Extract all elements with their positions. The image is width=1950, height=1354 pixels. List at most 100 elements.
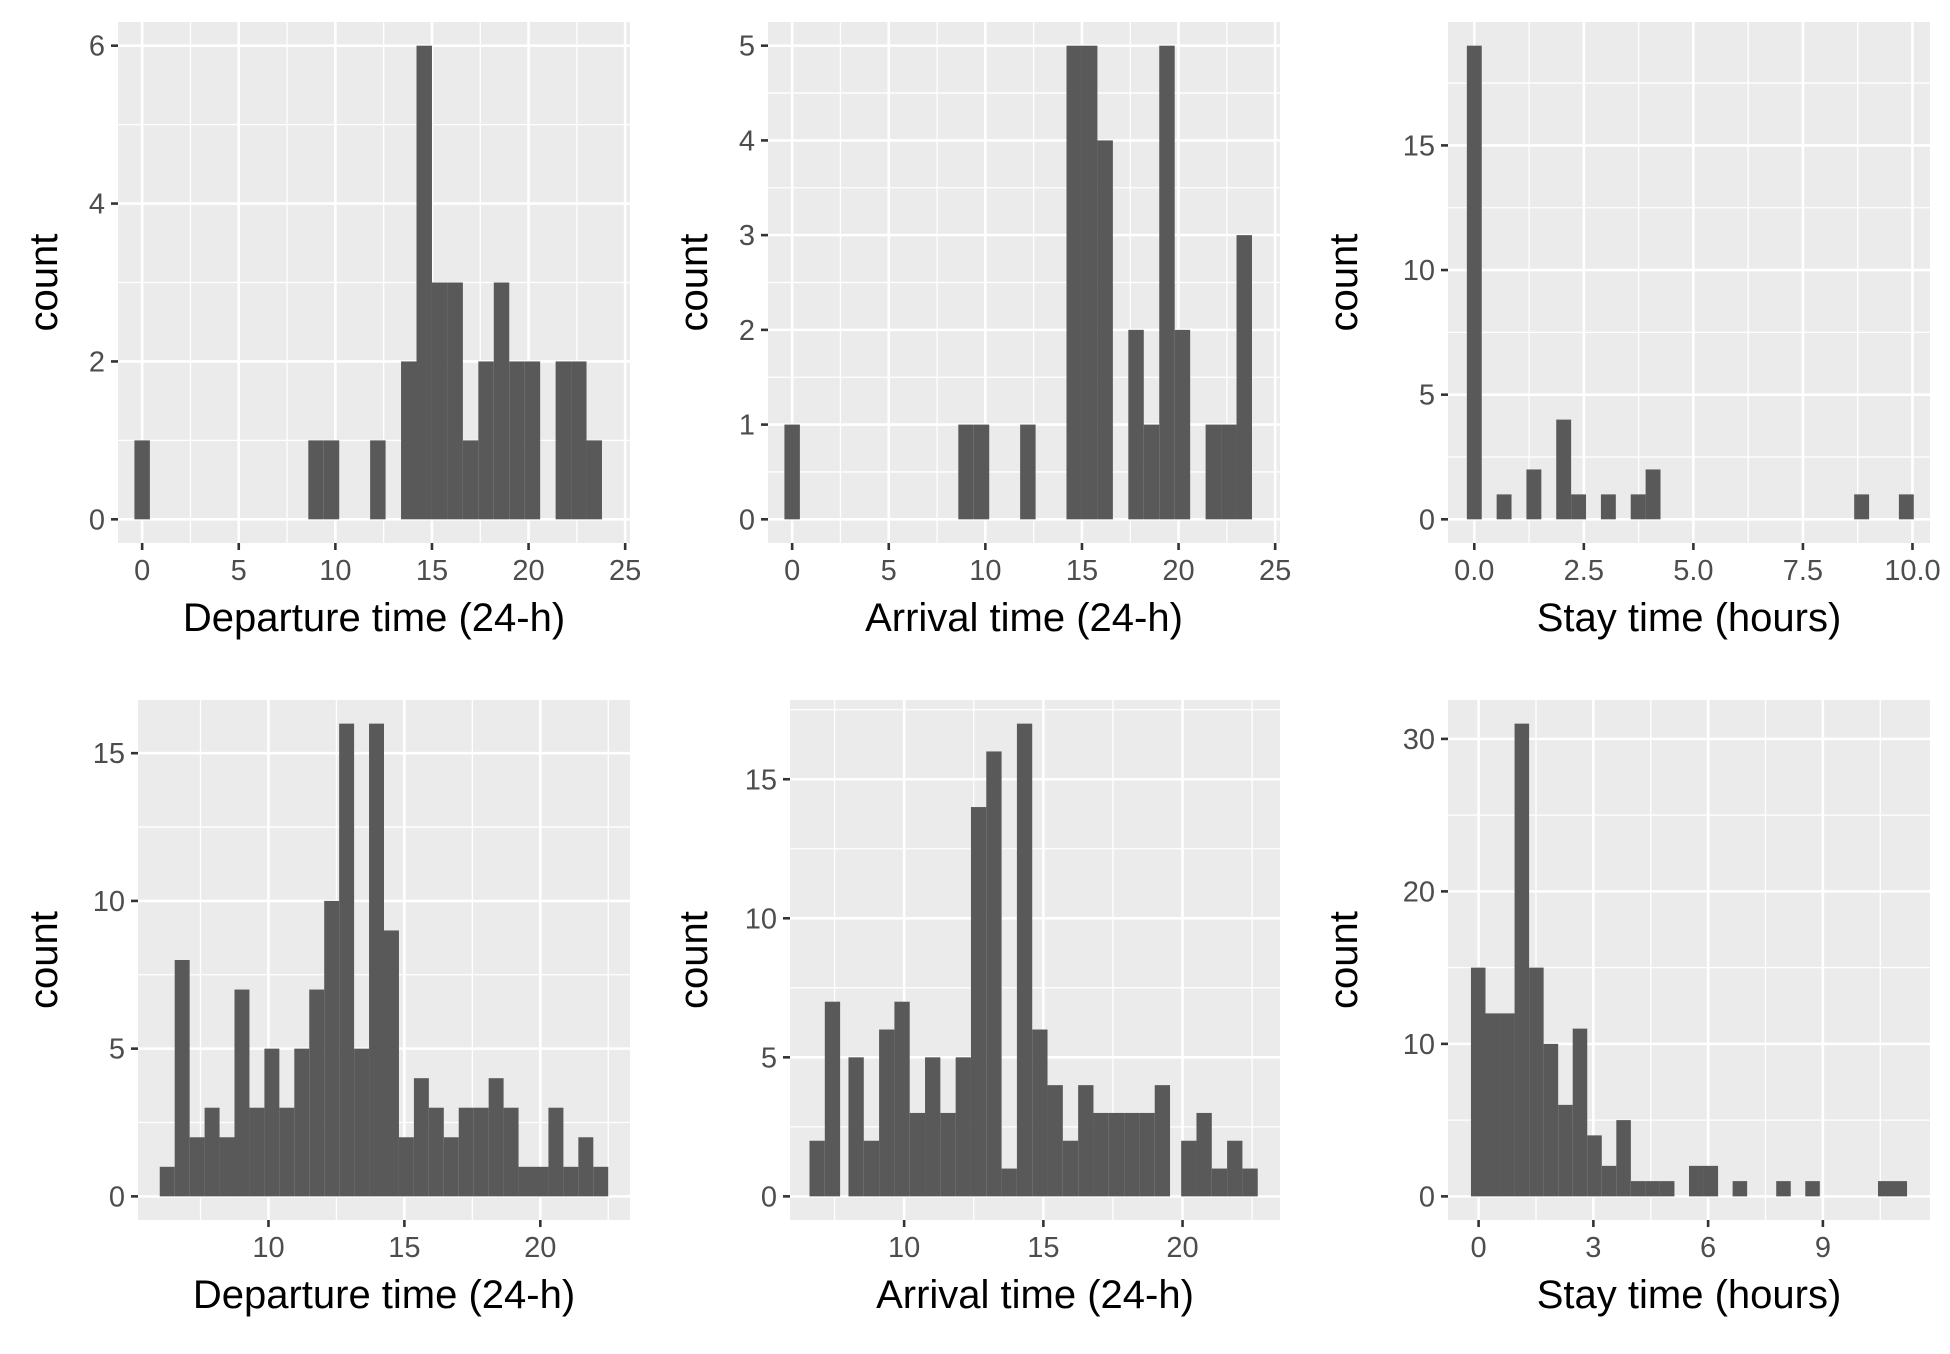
histogram-bar xyxy=(1081,45,1098,520)
histogram-bar xyxy=(1514,723,1530,1197)
histogram-bar xyxy=(894,1001,910,1197)
histogram-bar xyxy=(1630,494,1646,520)
histogram-bar xyxy=(1143,424,1160,520)
histogram-bar xyxy=(1124,1112,1140,1197)
panel-stay-time-2: 0 3 6 9 0 10 20 30 Stay time (hours) count xyxy=(1300,674,1950,1349)
x-tick-label: 10.0 xyxy=(1884,555,1940,587)
histogram-bar xyxy=(354,1048,370,1197)
histogram-bar xyxy=(1556,419,1572,520)
histogram-bar xyxy=(1016,723,1033,1197)
histogram-bar xyxy=(1600,494,1616,520)
x-tick-label: 25 xyxy=(1259,555,1291,587)
arrival-histogram-chart: 0 5 10 15 20 25 0 1 2 3 4 5 Arrival time (24-h) count xyxy=(672,22,1291,640)
y-axis-title: count xyxy=(672,234,716,332)
histogram-bar xyxy=(234,989,250,1197)
histogram-bar xyxy=(279,1107,295,1197)
histogram-bar xyxy=(1236,235,1252,520)
y-tick-label: 30 xyxy=(1403,724,1435,756)
histogram-bar xyxy=(1898,494,1914,520)
histogram-bar xyxy=(1211,1168,1228,1197)
x-axis-title: Departure time (24-h) xyxy=(193,1273,575,1317)
histogram-bar xyxy=(986,751,1002,1197)
y-tick-label: 10 xyxy=(1403,255,1435,287)
histogram-bar xyxy=(428,1107,444,1197)
y-tick-label: 20 xyxy=(1403,876,1435,908)
histogram-bar xyxy=(478,361,494,520)
y-tick-label: 4 xyxy=(739,125,755,157)
histogram-bar xyxy=(339,723,355,1197)
histogram-bar xyxy=(973,424,990,520)
y-tick-label: 2 xyxy=(89,346,105,378)
histogram-bar xyxy=(1221,424,1237,520)
histogram-bar xyxy=(593,1166,609,1197)
histogram-bar xyxy=(1078,1085,1094,1197)
histogram-bar xyxy=(1093,1112,1109,1197)
histogram-bar xyxy=(443,1137,459,1197)
histogram-bar xyxy=(1543,1043,1559,1197)
histogram-bar xyxy=(1128,329,1144,520)
stay-histogram-chart: 0.0 2.5 5.0 7.5 10.0 0 5 10 15 Stay time (hours) c… xyxy=(1322,22,1941,640)
histogram-bar xyxy=(503,1107,519,1197)
histogram-bar xyxy=(1181,1140,1197,1197)
histogram-bar xyxy=(784,424,800,520)
histogram-bar xyxy=(1601,1165,1617,1197)
y-tick-label: 0 xyxy=(1419,1181,1435,1213)
histogram-bar xyxy=(447,282,463,520)
y-axis-title: count xyxy=(22,911,66,1009)
histogram-bar xyxy=(1062,1140,1079,1197)
histogram-bar xyxy=(555,361,572,520)
x-tick-label: 5 xyxy=(881,555,897,587)
histogram-bar xyxy=(1020,424,1036,520)
histogram-bar xyxy=(369,723,384,1197)
histogram-bar xyxy=(1001,1168,1017,1197)
x-axis-title: Arrival time (24-h) xyxy=(876,1273,1194,1317)
y-tick-label: 5 xyxy=(739,31,755,63)
histogram-bar xyxy=(571,361,587,520)
y-axis-title: count xyxy=(22,234,66,332)
x-tick-label: 15 xyxy=(388,1232,420,1264)
histogram-bar xyxy=(548,1107,564,1197)
histogram-bar xyxy=(1892,1181,1908,1197)
y-tick-label: 5 xyxy=(1419,380,1435,412)
histogram-bar xyxy=(848,1057,864,1197)
y-tick-label: 15 xyxy=(93,738,125,770)
x-tick-label: 3 xyxy=(1585,1232,1601,1264)
histogram-bar xyxy=(824,1001,841,1197)
histogram-bar xyxy=(879,1029,895,1197)
histogram-bar xyxy=(863,1140,880,1197)
x-tick-label: 9 xyxy=(1815,1232,1831,1264)
histogram-bar xyxy=(1466,45,1482,520)
x-tick-label: 15 xyxy=(1027,1232,1059,1264)
x-tick-label: 5 xyxy=(231,555,247,587)
departure-histogram-chart: 10 15 20 0 5 10 15 Departure time (24-h) count xyxy=(22,700,630,1317)
histogram-bar xyxy=(1154,1085,1171,1197)
histogram-bar xyxy=(1703,1165,1719,1197)
histogram-bar xyxy=(1196,1112,1212,1197)
x-axis-title: Departure time (24-h) xyxy=(183,596,565,640)
x-tick-label: 20 xyxy=(1166,1232,1198,1264)
histogram-bar xyxy=(324,900,340,1197)
arrival-histogram-chart: 10 15 20 0 5 10 15 Arrival time (24-h) count xyxy=(672,700,1280,1317)
histogram-bar xyxy=(1659,1181,1675,1197)
histogram-bar xyxy=(1139,1112,1155,1197)
y-tick-label: 4 xyxy=(89,189,105,221)
histogram-bar xyxy=(1689,1165,1704,1197)
histogram-bar xyxy=(909,1112,926,1197)
y-axis-title: count xyxy=(1322,911,1366,1009)
histogram-bar xyxy=(958,424,974,520)
histogram-bar xyxy=(1645,469,1661,520)
x-tick-label: 0 xyxy=(134,555,150,587)
histogram-bar xyxy=(1558,1104,1573,1197)
y-tick-label: 1 xyxy=(739,410,755,442)
y-tick-label: 2 xyxy=(739,315,755,347)
x-tick-label: 20 xyxy=(1162,555,1194,587)
y-tick-label: 0 xyxy=(739,504,755,536)
histogram-bar xyxy=(308,440,324,520)
histogram-bar xyxy=(509,361,525,520)
y-axis-title: count xyxy=(672,911,716,1009)
y-axis-title: count xyxy=(1322,234,1366,332)
histogram-bar xyxy=(1205,424,1222,520)
y-tick-label: 0 xyxy=(761,1181,777,1213)
x-tick-label: 25 xyxy=(609,555,641,587)
